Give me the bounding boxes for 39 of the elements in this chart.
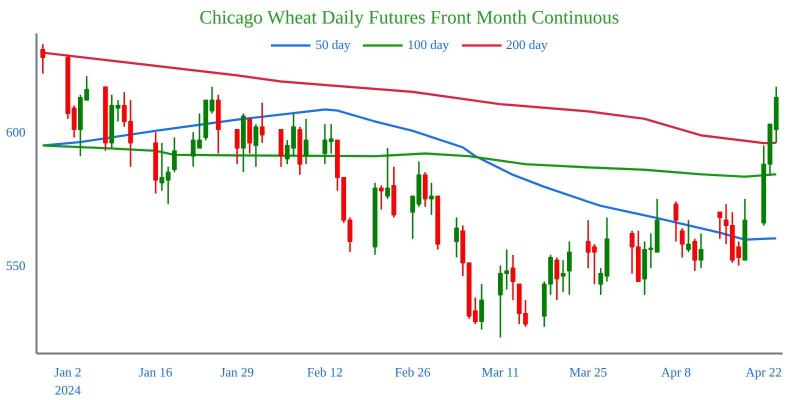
candlestick [254, 123, 258, 168]
legend-label: 50 day [315, 37, 350, 53]
x-tick-label: Jan 16 [138, 364, 173, 380]
candlestick [378, 184, 384, 210]
candlestick [260, 102, 265, 144]
candlestick [554, 256, 560, 301]
line-series [42, 144, 778, 178]
candlestick [40, 43, 46, 74]
x-tick-label: Mar 11 [482, 364, 520, 380]
candlestick [560, 259, 566, 293]
candlestick [698, 232, 704, 269]
candlestick [234, 128, 240, 165]
x-tick-label: Jan 29 [220, 364, 254, 380]
x-tick-label: Jan 2 2024 [54, 364, 82, 398]
candlestick [429, 182, 434, 216]
candlestick [674, 200, 678, 242]
x-tick-label: Apr 22 [745, 364, 782, 380]
candlestick [692, 238, 698, 272]
candlestick [717, 211, 722, 240]
candlestick [566, 240, 572, 296]
candlestick [680, 227, 685, 258]
candlestick [510, 254, 516, 301]
y-tick-label: 600 [6, 124, 26, 140]
y-tick-label: 550 [6, 258, 26, 273]
candlestick [304, 118, 308, 165]
line-series [42, 108, 778, 241]
candlestick [479, 283, 484, 330]
candlestick [422, 171, 428, 208]
candlestick [686, 219, 691, 253]
candlestick [454, 216, 459, 258]
x-tick-label: Feb 26 [394, 364, 432, 380]
x-tick-label: Apr 8 [660, 364, 691, 380]
legend-label: 200 day [506, 37, 548, 53]
chart-title: Chicago Wheat Daily Futures Front Month Continuous [199, 8, 620, 28]
legend-label: 100 day [407, 37, 450, 53]
x-tick-label: Mar 25 [569, 364, 608, 380]
candlestick [172, 136, 177, 173]
candlestick [385, 147, 390, 200]
x-tick-label: Feb 12 [306, 364, 343, 380]
